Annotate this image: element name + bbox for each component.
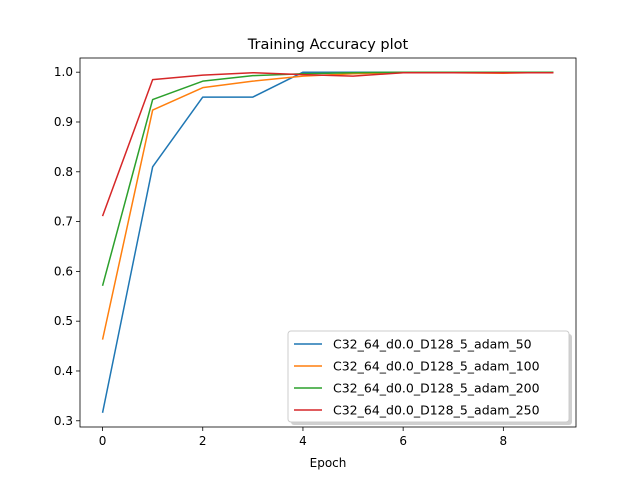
x-tick-label: 4 bbox=[299, 434, 307, 448]
legend-label-1: C32_64_d0.0_D128_5_adam_50 bbox=[333, 337, 532, 352]
y-tick-label: 0.8 bbox=[54, 165, 73, 179]
plot-area: 0 2 4 6 8 0.3 0.4 0.5 0.6 0.7 0.8 0.9 1.0 bbox=[54, 57, 577, 448]
legend-label-2: C32_64_d0.0_D128_5_adam_100 bbox=[333, 359, 540, 374]
y-tick-label: 0.7 bbox=[54, 215, 73, 229]
x-tick-label: 6 bbox=[399, 434, 407, 448]
series-line-4 bbox=[101, 71, 554, 217]
y-tick-label: 0.3 bbox=[54, 414, 73, 428]
chart-title: Training Accuracy plot bbox=[247, 37, 409, 53]
y-tick-label: 0.6 bbox=[54, 264, 73, 278]
x-tick-label: 8 bbox=[500, 434, 508, 448]
y-tick-label: 0.5 bbox=[54, 314, 73, 328]
y-tick-label: 0.4 bbox=[54, 364, 73, 378]
y-tick-label: 0.9 bbox=[54, 115, 73, 129]
x-tick-label: 0 bbox=[99, 434, 107, 448]
legend-box bbox=[287, 330, 570, 423]
legend-label-3: C32_64_d0.0_D128_5_adam_200 bbox=[333, 381, 540, 396]
x-tick-label: 2 bbox=[199, 434, 207, 448]
x-axis-label: Epoch bbox=[310, 456, 347, 470]
legend: C32_64_d0.0_D128_5_adam_50 C32_64_d0.0_D1… bbox=[287, 330, 572, 425]
legend-label-4: C32_64_d0.0_D128_5_adam_250 bbox=[333, 403, 540, 418]
y-tick-label: 1.0 bbox=[54, 65, 73, 79]
axes-frame bbox=[79, 57, 577, 428]
